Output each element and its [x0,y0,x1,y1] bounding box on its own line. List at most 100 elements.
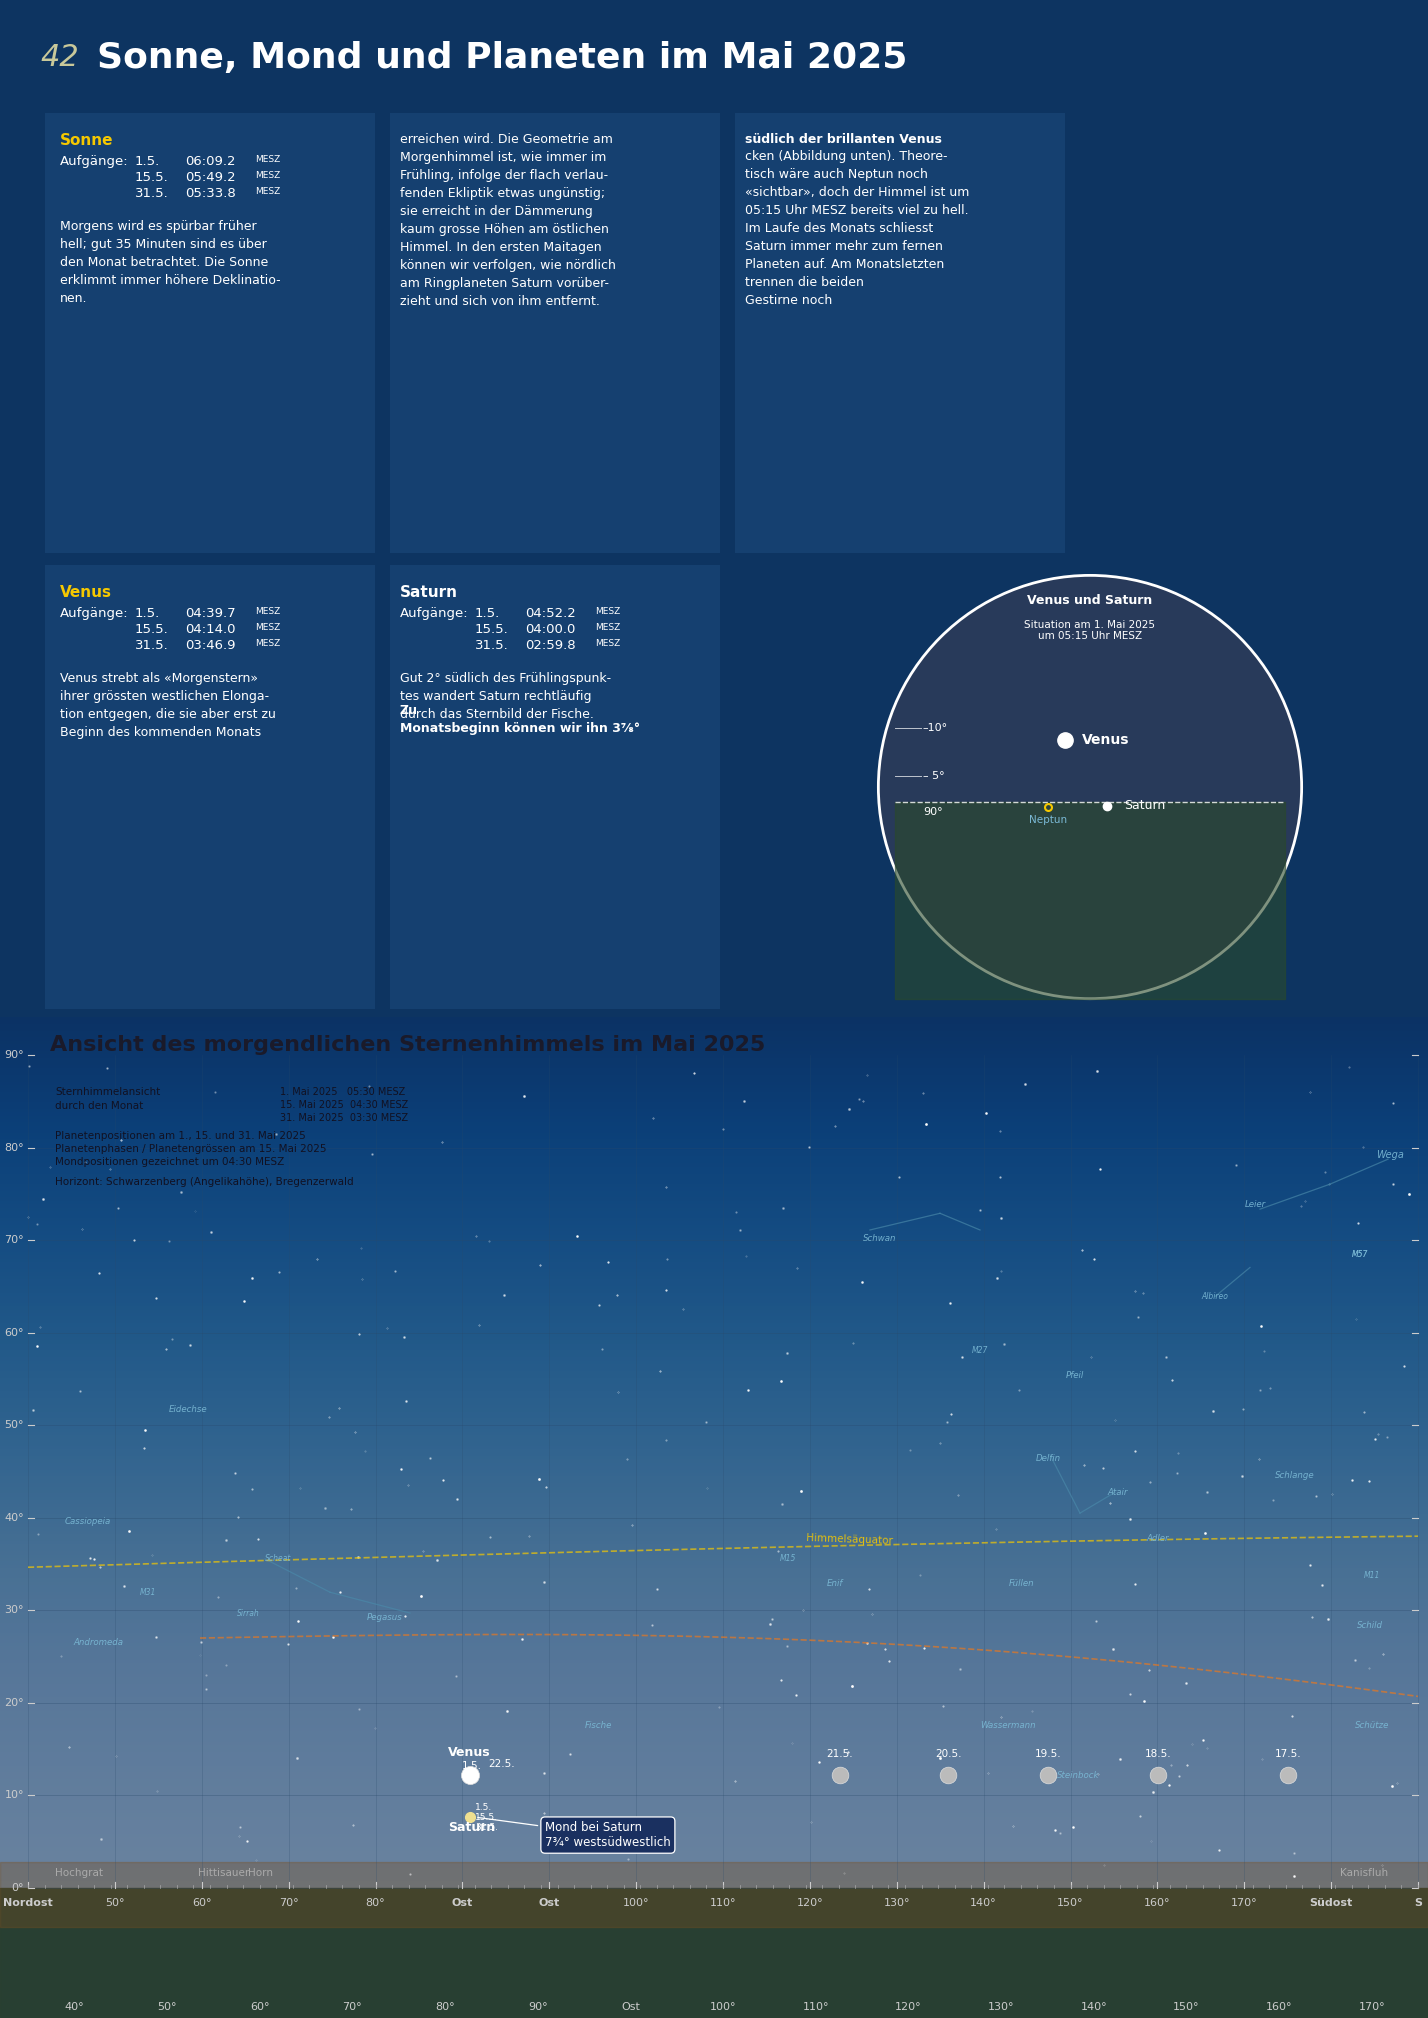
Text: 50°: 50° [4,1421,24,1431]
Text: 150°: 150° [1172,2002,1200,2012]
Text: Leier: Leier [1244,1201,1265,1209]
Text: MESZ: MESZ [256,188,280,196]
Text: Venus: Venus [60,585,111,599]
Text: 0°: 0° [11,1883,24,1893]
Text: 18.5.: 18.5. [1145,1750,1171,1760]
Text: 15. Mai 2025  04:30 MESZ: 15. Mai 2025 04:30 MESZ [280,1100,408,1110]
Text: Aufgänge:: Aufgänge: [60,155,129,167]
FancyBboxPatch shape [46,565,376,1009]
Text: Atair: Atair [1108,1487,1128,1497]
Text: Pegasus: Pegasus [367,1612,403,1622]
Text: 170°: 170° [1358,2002,1385,2012]
Text: Cassiopeia: Cassiopeia [64,1518,111,1526]
Text: Scheat: Scheat [264,1554,291,1564]
Text: M57: M57 [1352,1251,1368,1259]
Text: 40°: 40° [4,1514,24,1524]
Text: Wassermann: Wassermann [980,1721,1035,1729]
Text: 1. Mai 2025   05:30 MESZ: 1. Mai 2025 05:30 MESZ [280,1088,406,1098]
Text: Sternhimmelansicht: Sternhimmelansicht [56,1088,160,1098]
Text: 15.5.: 15.5. [476,1812,498,1822]
Text: cken (Abbildung unten). Theore-
tisch wäre auch Neptun noch
«sichtbar», doch der: cken (Abbildung unten). Theore- tisch wä… [745,149,970,307]
Text: Ost: Ost [621,2002,640,2012]
Text: Himmelsäquator: Himmelsäquator [807,1534,894,1546]
Text: Albireo: Albireo [1201,1292,1228,1302]
Text: Horn: Horn [248,1869,273,1879]
Text: 31. Mai 2025  03:30 MESZ: 31. Mai 2025 03:30 MESZ [280,1114,408,1124]
Text: Planetenphasen / Planetengrössen am 15. Mai 2025: Planetenphasen / Planetengrössen am 15. … [56,1144,327,1154]
Text: MESZ: MESZ [595,640,620,648]
Text: Sirrah: Sirrah [237,1608,260,1618]
Text: MESZ: MESZ [256,640,280,648]
FancyBboxPatch shape [735,113,1065,553]
Text: durch den Monat: durch den Monat [56,1102,143,1112]
Text: 60°: 60° [191,1897,211,1907]
Text: 140°: 140° [1081,2002,1107,2012]
Text: 03:46.9: 03:46.9 [186,640,236,652]
Text: 42: 42 [40,42,79,73]
Text: erreichen wird. Die Geometrie am
Morgenhimmel ist, wie immer im
Frühling, infolg: erreichen wird. Die Geometrie am Morgenh… [400,133,615,309]
Text: 19.5.: 19.5. [1035,1750,1061,1760]
Text: Saturn: Saturn [400,585,458,599]
Text: Schütze: Schütze [1355,1721,1389,1729]
Text: 04:52.2: 04:52.2 [526,607,575,620]
Text: 140°: 140° [970,1897,997,1907]
FancyBboxPatch shape [390,565,720,1009]
Text: 80°: 80° [366,1897,386,1907]
Text: MESZ: MESZ [256,607,280,615]
Text: 15.5.: 15.5. [136,624,169,636]
Text: Adler: Adler [1147,1534,1170,1542]
Text: Saturn: Saturn [448,1820,496,1834]
Text: Südost: Südost [1309,1897,1352,1907]
Text: Schild: Schild [1357,1620,1382,1631]
Text: MESZ: MESZ [256,155,280,163]
Text: MESZ: MESZ [256,624,280,632]
Text: 100°: 100° [623,1897,650,1907]
Text: 70°: 70° [278,1897,298,1907]
Text: Saturn: Saturn [1124,799,1165,813]
Text: Steinbock: Steinbock [1057,1772,1100,1780]
Text: 50°: 50° [106,1897,124,1907]
Text: 100°: 100° [710,2002,737,2012]
Text: Morgens wird es spürbar früher
hell; gut 35 Minuten sind es über
den Monat betra: Morgens wird es spürbar früher hell; gut… [60,220,281,305]
Text: 22.5.: 22.5. [488,1760,514,1770]
Text: 17.5.: 17.5. [1275,1750,1301,1760]
Text: 05:49.2: 05:49.2 [186,172,236,184]
Text: 170°: 170° [1231,1897,1258,1907]
Text: 10°: 10° [4,1790,24,1800]
Text: 20.5.: 20.5. [935,1750,961,1760]
Text: M57: M57 [1352,1251,1368,1259]
Text: 120°: 120° [797,1897,823,1907]
Text: 40°: 40° [64,2002,84,2012]
Text: 50°: 50° [157,2002,177,2012]
Text: Kanisfluh: Kanisfluh [1339,1869,1388,1879]
Text: Neptun: Neptun [1028,815,1067,825]
Text: 120°: 120° [895,2002,921,2012]
Text: 21.5.: 21.5. [827,1750,854,1760]
Text: Schlange: Schlange [1275,1471,1315,1479]
Text: 31.5.: 31.5. [136,188,169,200]
Text: Horizont: Schwarzenberg (Angelikahöhe), Bregenzerwald: Horizont: Schwarzenberg (Angelikahöhe), … [56,1176,354,1187]
Text: 110°: 110° [803,2002,828,2012]
Text: 90°: 90° [922,807,942,817]
Text: 31.5.: 31.5. [476,640,508,652]
Text: Venus: Venus [448,1746,491,1760]
Circle shape [878,575,1302,999]
Text: 31.5.: 31.5. [136,640,169,652]
Text: 70°: 70° [343,2002,363,2012]
Text: 04:00.0: 04:00.0 [526,624,575,636]
Text: MESZ: MESZ [595,624,620,632]
Text: M31: M31 [140,1588,156,1596]
Text: 02:59.8: 02:59.8 [526,640,575,652]
Text: MESZ: MESZ [256,172,280,180]
Text: 06:09.2: 06:09.2 [186,155,236,167]
Text: 1.5.: 1.5. [476,607,500,620]
Text: M15: M15 [780,1554,797,1564]
FancyBboxPatch shape [390,113,720,553]
Text: 160°: 160° [1265,2002,1292,2012]
Text: 70°: 70° [4,1235,24,1245]
Text: Enif: Enif [827,1580,843,1588]
Text: Andromeda: Andromeda [73,1639,123,1647]
Text: Füllen: Füllen [1010,1580,1035,1588]
Text: 150°: 150° [1057,1897,1084,1907]
Text: Aufgänge:: Aufgänge: [400,607,468,620]
